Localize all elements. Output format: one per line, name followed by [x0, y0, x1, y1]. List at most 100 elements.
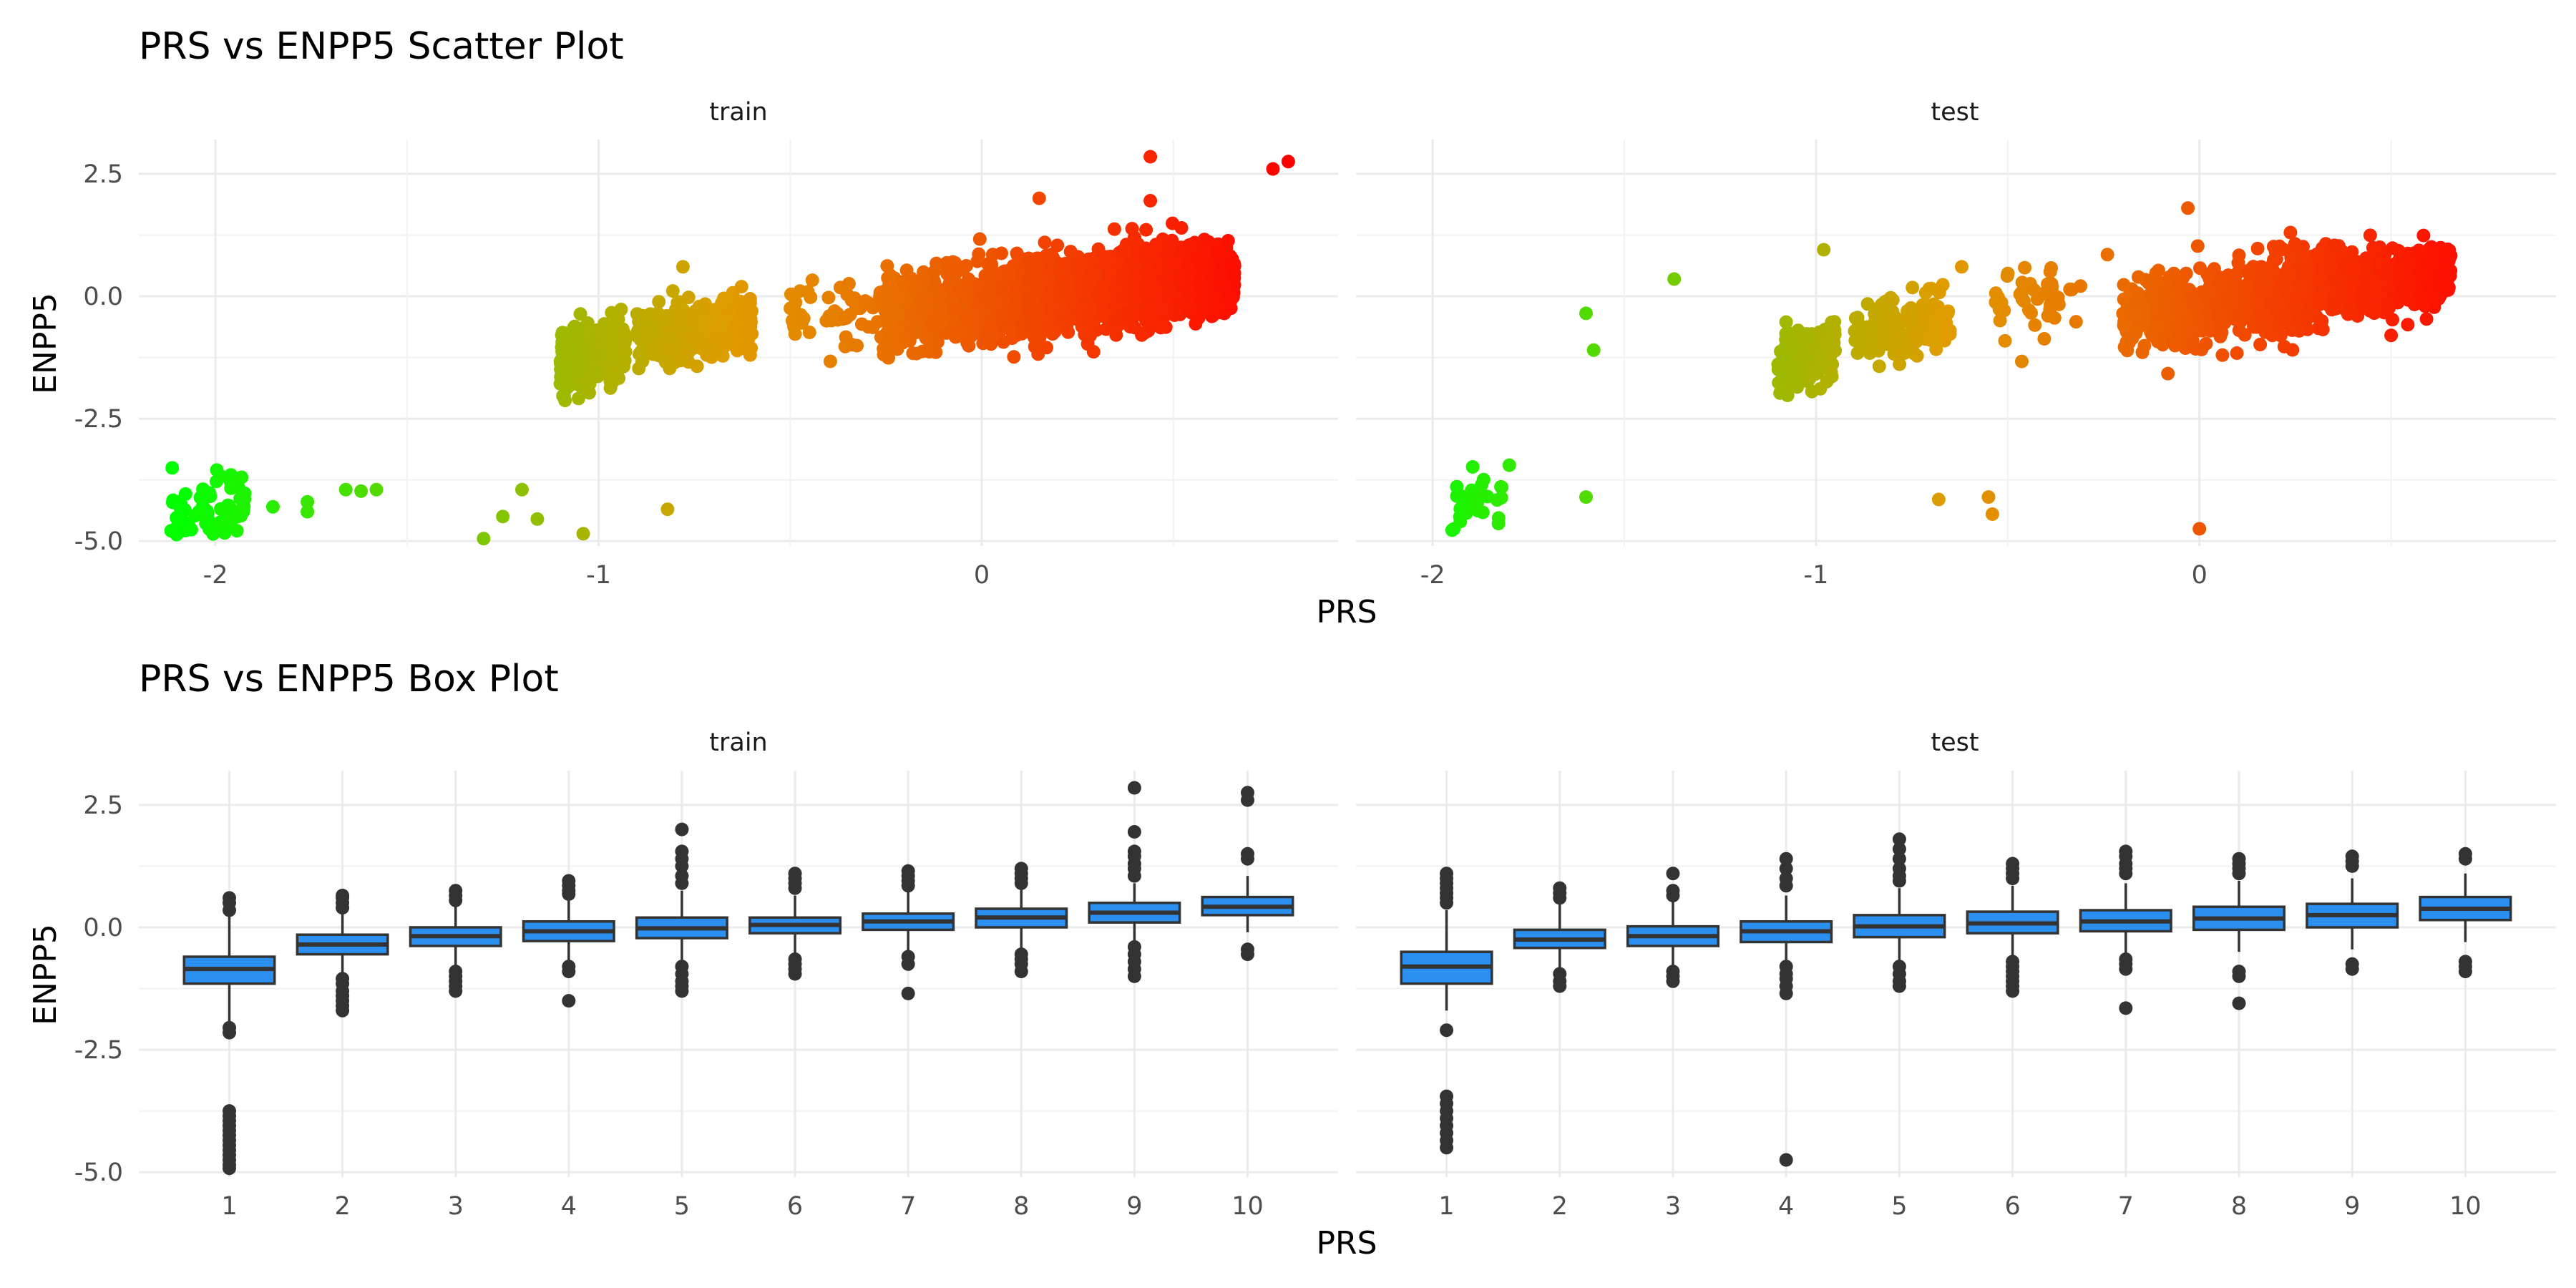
scatter-point	[1824, 344, 1838, 358]
scatter-point	[1877, 328, 1891, 342]
box-train-2	[296, 889, 389, 1018]
box-xtick-label: 1	[221, 1192, 237, 1221]
scatter-point	[1211, 276, 1226, 291]
box-outlier	[901, 957, 915, 971]
scatter-point	[573, 356, 587, 371]
scatter-point	[663, 361, 677, 376]
box-xtick-label: 3	[1665, 1192, 1681, 1221]
scatter-point	[1024, 323, 1038, 338]
scatter-point	[1175, 297, 1189, 311]
scatter-strip-test: test	[1931, 98, 1979, 127]
scatter-point	[2293, 283, 2307, 297]
scatter-point	[2192, 522, 2207, 536]
box-train-ytick-label: -2.5	[74, 1036, 123, 1065]
scatter-point	[787, 288, 801, 302]
box-train-8	[975, 862, 1068, 979]
scatter-point	[566, 346, 580, 360]
scatter-point	[1281, 155, 1295, 169]
scatter-point	[265, 499, 280, 514]
scatter-point	[2351, 309, 2365, 323]
scatter-point	[2373, 240, 2387, 254]
scatter-point	[2273, 239, 2287, 253]
box-xtick-label: 5	[674, 1192, 690, 1221]
scatter-point	[588, 349, 602, 364]
box-xtick-label: 9	[2344, 1192, 2360, 1221]
scatter-point	[1135, 328, 1149, 342]
scatter-point	[1895, 327, 1909, 341]
scatter-points-test	[1445, 201, 2458, 537]
scatter-point	[2226, 299, 2240, 313]
scatter-point	[882, 351, 896, 365]
box-outlier	[1666, 889, 1680, 902]
box-outlier	[336, 901, 350, 915]
scatter-point	[2250, 241, 2265, 255]
scatter-point	[557, 326, 572, 341]
scatter-point	[738, 341, 752, 355]
scatter-point	[2045, 285, 2059, 299]
scatter-point	[2311, 248, 2325, 263]
scatter-x-axis-label: PRS	[1316, 594, 1377, 630]
scatter-point	[210, 463, 224, 477]
scatter-point	[1780, 389, 1795, 402]
scatter-point	[1196, 247, 1210, 261]
scatter-point	[1075, 308, 1090, 322]
box-grid-test	[1356, 771, 2556, 1177]
box-train-6	[748, 867, 842, 981]
scatter-point	[2117, 278, 2131, 292]
scatter-point	[734, 280, 748, 294]
scatter-point	[558, 394, 572, 408]
scatter-point	[1465, 460, 1480, 474]
scatter-point	[173, 501, 187, 515]
scatter-point	[844, 293, 859, 308]
box-outlier	[2006, 984, 2020, 998]
scatter-point	[1850, 321, 1865, 336]
scatter-point	[1007, 350, 1021, 364]
scatter-train-ytick-label: 2.5	[83, 160, 123, 189]
box-outlier	[1241, 793, 1255, 807]
scatter-point	[2386, 241, 2400, 255]
scatter-point	[530, 512, 545, 526]
scatter-point	[955, 301, 970, 315]
scatter-point	[1103, 253, 1118, 267]
scatter-point	[1470, 495, 1485, 509]
box-outlier	[1014, 876, 1028, 890]
scatter-point	[2416, 228, 2431, 243]
scatter-point	[1219, 241, 1234, 255]
box-xtick-label: 5	[1891, 1192, 1907, 1221]
scatter-point	[1780, 348, 1794, 363]
scatter-point	[2044, 298, 2057, 312]
scatter-point	[945, 293, 960, 307]
scatter-xtick-label: -1	[586, 561, 611, 590]
scatter-point	[1931, 492, 1946, 507]
scatter-point	[2063, 283, 2077, 297]
scatter-point	[1985, 507, 1999, 521]
scatter-point	[2429, 291, 2443, 305]
scatter-point	[2363, 279, 2378, 293]
scatter-point	[2412, 243, 2426, 258]
scatter-point	[1058, 257, 1073, 270]
scatter-point	[1579, 306, 1593, 321]
box-outlier	[1014, 965, 1028, 979]
scatter-point	[2313, 297, 2327, 311]
scatter-point	[1266, 162, 1280, 176]
box-strip-train: train	[709, 728, 767, 757]
scatter-xtick-label: -2	[1420, 561, 1445, 590]
scatter-point	[1035, 274, 1049, 288]
scatter-point	[1863, 321, 1877, 335]
box-title: PRS vs ENPP5 Box Plot	[139, 658, 559, 701]
scatter-point	[2207, 296, 2221, 311]
scatter-point	[301, 504, 315, 519]
box-outlier	[1779, 1153, 1793, 1167]
scatter-point	[1586, 343, 1601, 357]
scatter-point	[1918, 312, 1932, 326]
scatter-point	[1782, 371, 1796, 385]
box-outlier	[1241, 947, 1255, 962]
scatter-point	[1883, 291, 1898, 305]
scatter-point	[970, 254, 985, 268]
scatter-point	[1906, 280, 1920, 295]
box-outlier	[1779, 879, 1793, 893]
box-train-3	[409, 884, 502, 998]
box-outlier	[562, 887, 576, 901]
scatter-panel-test: -2 -1 0	[1356, 140, 2556, 590]
scatter-point	[838, 339, 852, 353]
